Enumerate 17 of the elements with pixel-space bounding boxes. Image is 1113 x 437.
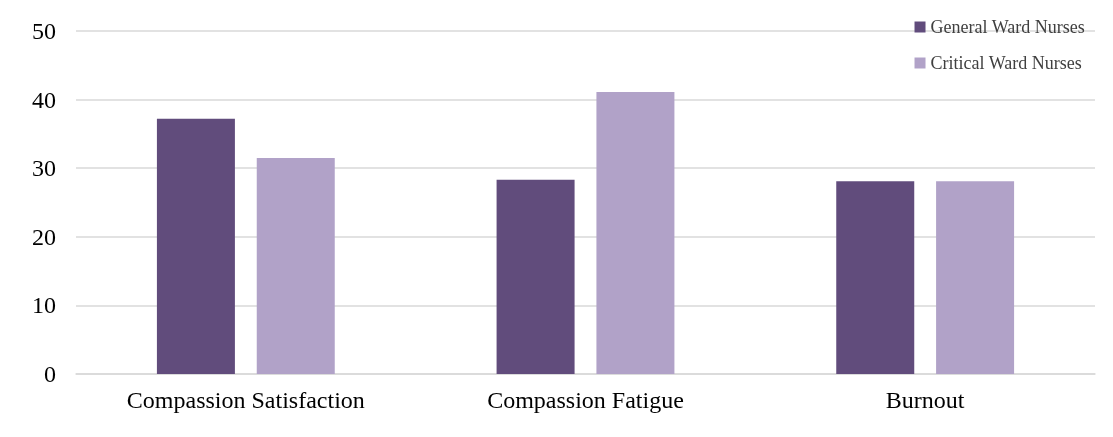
bar — [156, 118, 235, 374]
bar — [256, 157, 335, 374]
y-tick-label: 10 — [32, 292, 56, 319]
legend-label: General Ward Nurses — [930, 17, 1085, 37]
bar — [836, 181, 915, 374]
x-tick-label: Compassion Satisfaction — [126, 387, 365, 413]
y-tick-label: 50 — [32, 18, 56, 44]
bar — [936, 181, 1015, 374]
bar — [596, 92, 675, 374]
y-tick-label: 30 — [32, 155, 56, 182]
x-tick-label: Burnout — [885, 387, 965, 413]
y-tick-label: 40 — [32, 86, 56, 113]
y-tick-label: 20 — [32, 223, 56, 250]
x-tick-label: Compassion Fatigue — [487, 387, 684, 413]
y-tick-label: 0 — [44, 361, 56, 387]
legend-label: Critical Ward Nurses — [930, 53, 1082, 73]
bar — [496, 179, 575, 374]
